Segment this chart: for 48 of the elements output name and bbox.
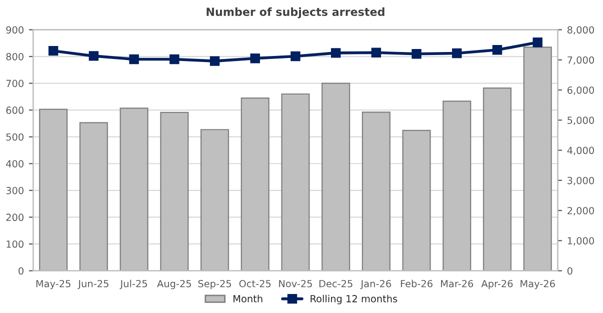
y2-tick-label: 3,000 (568, 176, 594, 186)
point (250, 53, 260, 64)
point (412, 48, 422, 59)
x-tick-label: Apr-26 (481, 280, 513, 290)
x-tick-label: May-26 (520, 280, 555, 290)
x-tick-label: Mar-26 (441, 280, 474, 288)
point (170, 54, 180, 64)
point (290, 51, 300, 62)
y-tick-label: 300 (6, 186, 24, 194)
y2-tick-label: 6,000 (567, 86, 594, 95)
point (88, 51, 99, 61)
x-tick-label: Jun-25 (78, 280, 108, 290)
y-tick-label: 800 (6, 52, 24, 60)
point (210, 56, 220, 66)
y-tick-label: 400 (6, 160, 24, 168)
y-tick-label: 200 (6, 214, 24, 222)
x-tick-label: Nov-25 (279, 280, 312, 288)
y2-tick-label: 1,000 (568, 237, 594, 246)
x-tick-label: Aug-25 (157, 280, 191, 290)
x-tick-label: Feb-26 (400, 280, 432, 288)
point (492, 45, 502, 55)
y-tick-label: 100 (6, 240, 24, 248)
y2-tick-label: 4,000 (567, 146, 594, 156)
y2-tick-label: 5,000 (568, 116, 594, 125)
x-tick-label: May-25 (36, 280, 70, 290)
x-tick-label: Jan-26 (360, 280, 391, 290)
point (371, 48, 382, 58)
point (452, 48, 462, 58)
y2-tick-label: 7,000 (568, 56, 594, 65)
y-tick-label: 700 (6, 80, 24, 88)
y-tick-label: 0 (18, 267, 24, 275)
legend-label: Month (234, 294, 262, 302)
x-tick-label: Dec-25 (319, 280, 352, 288)
y2-tick-label: 8,000 (567, 26, 594, 35)
legend-label: Rolling 12 months (310, 294, 398, 304)
x-tick-label: Sep-25 (198, 280, 232, 290)
y-tick-label: 600 (6, 106, 24, 114)
point (129, 54, 139, 64)
point (330, 48, 341, 58)
y-tick-label: 900 (6, 26, 24, 34)
chart-title: Number of subjects arrested (206, 7, 384, 18)
y2-tick-label: 0 (567, 267, 572, 275)
y2-tick-label: 2,000 (568, 206, 594, 216)
point (532, 38, 542, 48)
y-tick-label: 500 (6, 133, 24, 141)
point (48, 46, 58, 56)
x-tick-label: Oct-25 (239, 280, 271, 288)
x-tick-label: Jul-25 (120, 280, 148, 290)
